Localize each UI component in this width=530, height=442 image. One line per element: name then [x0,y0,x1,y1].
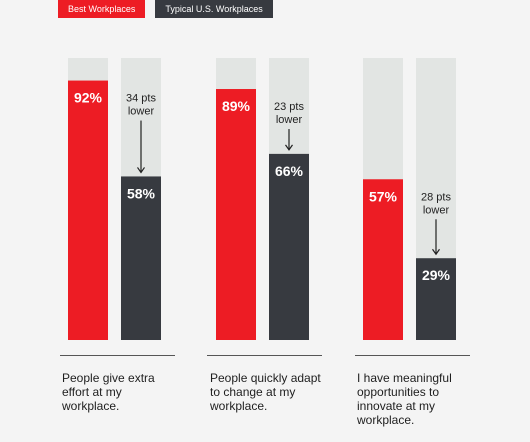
caption-divider-1 [60,355,175,356]
data-label: 89% [222,98,251,114]
gap-annotation-line1: 23 pts [274,101,304,113]
bar-typical-1 [121,176,161,340]
category-caption-1: People give extra effort at my workplace… [62,371,155,413]
bar-best-2 [216,89,256,341]
legend-best-workplaces: Best Workplaces [58,0,146,18]
arrow-down-icon [432,248,440,256]
bar-best-3 [363,179,403,340]
category-caption-2: People quickly adapt to change at my wor… [210,371,321,413]
legend: Best Workplaces Typical U.S. Workplaces [58,0,273,18]
gap-annotation-line2: lower [276,114,303,126]
gap-annotation-line1: 34 pts [126,93,156,105]
gap-annotation-line2: lower [128,106,155,118]
bar-typical-3 [416,258,456,340]
legend-typical-workplaces: Typical U.S. Workplaces [155,0,273,18]
arrow-down-icon [137,167,145,174]
gap-annotation-line2: lower [423,204,450,216]
bar-best-1 [68,80,108,340]
category-caption-3: I have meaningful opportunities to innov… [357,371,452,427]
data-label: 58% [127,185,156,201]
data-label: 92% [74,90,103,106]
data-label: 57% [369,188,398,204]
data-label: 66% [275,163,304,179]
data-label: 29% [422,267,451,283]
gap-annotation-line1: 28 pts [421,191,451,203]
caption-divider-3 [355,355,470,356]
arrow-down-icon [285,144,293,151]
bar-typical-2 [269,153,309,340]
caption-divider-2 [207,355,322,356]
